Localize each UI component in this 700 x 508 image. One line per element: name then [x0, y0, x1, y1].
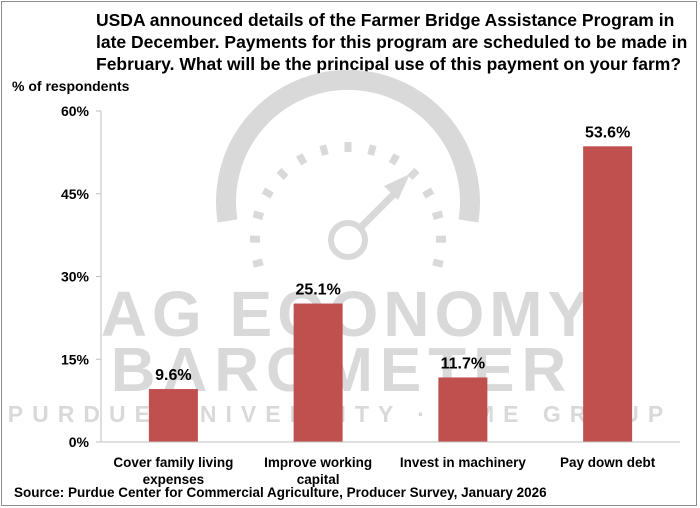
gauge-tick — [261, 187, 274, 199]
chart-title-line: February. What will be the principal use… — [96, 54, 682, 74]
gauge-tick — [296, 153, 308, 166]
chart-title-line: USDA announced details of the Farmer Bri… — [96, 10, 675, 30]
gauge-tick — [432, 258, 444, 268]
source-note: Source: Purdue Center for Commercial Agr… — [14, 485, 547, 500]
x-tick-label: Pay down debt — [560, 455, 656, 470]
data-label: 11.7% — [441, 355, 485, 372]
chart-title: USDA announced details of the Farmer Bri… — [96, 9, 688, 75]
y-tick-label: 0% — [69, 434, 90, 450]
x-tick-label: capital — [297, 472, 340, 487]
bar — [438, 377, 488, 442]
gauge-tick — [422, 187, 435, 199]
gauge-tick — [319, 144, 329, 156]
gauge-tick — [388, 153, 400, 166]
x-tick-label: Improve working — [264, 455, 372, 470]
gauge-needle-tip — [384, 174, 410, 200]
x-tick-label: Invest in machinery — [400, 455, 527, 470]
y-tick-label: 15% — [61, 351, 90, 367]
chart-title-line: late December. Payments for this program… — [96, 32, 688, 52]
gauge-tick — [431, 210, 444, 220]
gauge-arc — [216, 69, 480, 223]
gauge-tick — [252, 210, 265, 220]
y-tick-label: 45% — [61, 186, 90, 202]
y-tick-label: 60% — [61, 103, 90, 119]
plot-area: 0% 15% 30% 45% 60% 9.6% Cover family living exp… — [61, 103, 680, 487]
bar — [148, 389, 198, 442]
y-axis-label: % of respondents — [12, 78, 130, 94]
x-tick-label: expenses — [143, 472, 205, 487]
data-label: 25.1% — [295, 282, 340, 299]
data-label: 53.6% — [585, 124, 630, 141]
data-label: 9.6% — [155, 367, 191, 384]
watermark: AG ECONOMY BAROMETER PURDUE UNIVERSITY ·… — [8, 69, 663, 427]
gauge-tick — [276, 167, 289, 180]
bar — [583, 146, 633, 442]
x-tick-label: Cover family living — [113, 455, 233, 470]
gauge-hub — [328, 220, 368, 260]
gauge-tick — [407, 167, 420, 180]
watermark-line-1: AG ECONOMY — [101, 278, 595, 350]
bar — [293, 303, 343, 442]
y-tick-label: 30% — [61, 269, 90, 285]
gauge-tick — [252, 258, 264, 268]
gauge-icon — [216, 69, 480, 268]
gauge-tick — [367, 144, 377, 156]
